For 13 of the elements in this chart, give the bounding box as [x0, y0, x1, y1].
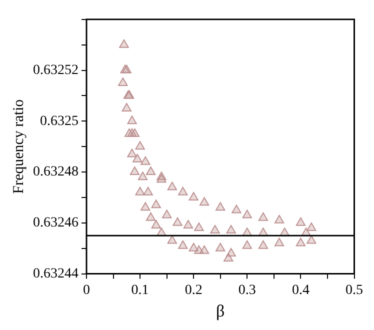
- y-tick-label: 0.63246: [33, 216, 78, 231]
- x-axis-title: β: [216, 301, 225, 320]
- y-tick-label: 0.63244: [33, 266, 78, 282]
- y-tick-label: 0.63252: [33, 62, 78, 78]
- x-tick-label: 0: [83, 282, 90, 298]
- x-tick-label: 0.5: [346, 282, 363, 298]
- x-tick-label: 0.2: [184, 282, 202, 298]
- y-tick-label: 0.6325: [40, 114, 78, 129]
- y-axis-title: Frequency ratio: [10, 99, 27, 194]
- x-tick-label: 0.1: [131, 282, 149, 298]
- x-tick-label: 0.3: [238, 282, 256, 298]
- y-tick-label: 0.63248: [33, 164, 78, 180]
- x-tick-label: 0.4: [292, 282, 310, 298]
